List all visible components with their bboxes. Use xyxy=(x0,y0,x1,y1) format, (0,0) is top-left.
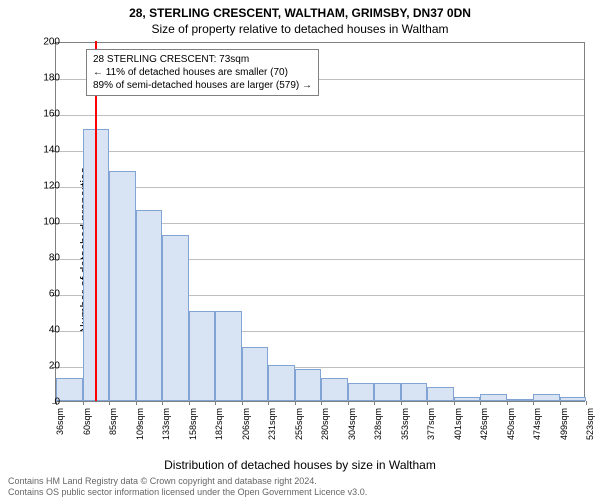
histogram-bar xyxy=(401,383,428,401)
histogram-bar xyxy=(189,311,216,401)
xtick-label: 304sqm xyxy=(347,408,357,448)
footer-copyright-1: Contains HM Land Registry data © Crown c… xyxy=(8,476,317,486)
xtick-mark xyxy=(454,401,455,405)
xtick-mark xyxy=(136,401,137,405)
annotation-line: 89% of semi-detached houses are larger (… xyxy=(93,79,312,92)
ytick-label: 0 xyxy=(30,397,60,408)
annotation-line: ← 11% of detached houses are smaller (70… xyxy=(93,66,312,79)
xtick-label: 499sqm xyxy=(559,408,569,448)
gridline xyxy=(56,151,584,152)
ytick-label: 160 xyxy=(30,109,60,120)
xtick-mark xyxy=(560,401,561,405)
xtick-mark xyxy=(83,401,84,405)
xtick-mark xyxy=(507,401,508,405)
xtick-label: 377sqm xyxy=(426,408,436,448)
xtick-label: 85sqm xyxy=(108,408,118,448)
xtick-label: 109sqm xyxy=(135,408,145,448)
histogram-bar xyxy=(454,397,481,401)
xtick-mark xyxy=(586,401,587,405)
chart-subtitle: Size of property relative to detached ho… xyxy=(0,22,600,36)
xtick-label: 280sqm xyxy=(320,408,330,448)
ytick-label: 60 xyxy=(30,289,60,300)
ytick-label: 200 xyxy=(30,37,60,48)
xtick-mark xyxy=(295,401,296,405)
xtick-label: 401sqm xyxy=(453,408,463,448)
histogram-bar xyxy=(242,347,269,401)
histogram-bar xyxy=(136,210,163,401)
xtick-label: 60sqm xyxy=(82,408,92,448)
xtick-label: 328sqm xyxy=(373,408,383,448)
annotation-box: 28 STERLING CRESCENT: 73sqm← 11% of deta… xyxy=(86,49,319,96)
histogram-bar xyxy=(427,387,454,401)
xtick-mark xyxy=(215,401,216,405)
footer-copyright-2: Contains OS public sector information li… xyxy=(8,487,367,497)
xtick-label: 474sqm xyxy=(532,408,542,448)
chart-title-main: 28, STERLING CRESCENT, WALTHAM, GRIMSBY,… xyxy=(0,6,600,20)
xtick-mark xyxy=(401,401,402,405)
xtick-label: 182sqm xyxy=(214,408,224,448)
plot-area: 28 STERLING CRESCENT: 73sqm← 11% of deta… xyxy=(55,42,585,402)
xtick-label: 158sqm xyxy=(188,408,198,448)
xtick-mark xyxy=(321,401,322,405)
annotation-line: 28 STERLING CRESCENT: 73sqm xyxy=(93,53,312,66)
histogram-bar xyxy=(374,383,401,401)
histogram-bar xyxy=(507,399,534,401)
xtick-label: 133sqm xyxy=(161,408,171,448)
xtick-label: 353sqm xyxy=(400,408,410,448)
gridline xyxy=(56,115,584,116)
xtick-mark xyxy=(348,401,349,405)
histogram-bar xyxy=(533,394,560,401)
xtick-mark xyxy=(109,401,110,405)
ytick-label: 80 xyxy=(30,253,60,264)
xtick-label: 255sqm xyxy=(294,408,304,448)
histogram-bar xyxy=(109,171,136,401)
xtick-mark xyxy=(533,401,534,405)
xtick-label: 450sqm xyxy=(506,408,516,448)
xtick-label: 206sqm xyxy=(241,408,251,448)
ytick-label: 140 xyxy=(30,145,60,156)
histogram-bar xyxy=(162,235,189,401)
histogram-bar xyxy=(295,369,322,401)
ytick-label: 40 xyxy=(30,325,60,336)
xtick-label: 36sqm xyxy=(55,408,65,448)
histogram-bar xyxy=(215,311,242,401)
xtick-mark xyxy=(242,401,243,405)
xtick-label: 523sqm xyxy=(585,408,595,448)
ytick-label: 180 xyxy=(30,73,60,84)
histogram-bar xyxy=(480,394,507,401)
xtick-mark xyxy=(374,401,375,405)
x-axis-label: Distribution of detached houses by size … xyxy=(0,458,600,472)
xtick-label: 426sqm xyxy=(479,408,489,448)
histogram-bar xyxy=(268,365,295,401)
histogram-bar xyxy=(321,378,348,401)
ytick-label: 120 xyxy=(30,181,60,192)
xtick-mark xyxy=(480,401,481,405)
ytick-label: 100 xyxy=(30,217,60,228)
xtick-label: 231sqm xyxy=(267,408,277,448)
xtick-mark xyxy=(189,401,190,405)
histogram-bar xyxy=(348,383,375,401)
xtick-mark xyxy=(427,401,428,405)
histogram-bar xyxy=(560,397,587,401)
xtick-mark xyxy=(162,401,163,405)
xtick-mark xyxy=(268,401,269,405)
ytick-label: 20 xyxy=(30,361,60,372)
